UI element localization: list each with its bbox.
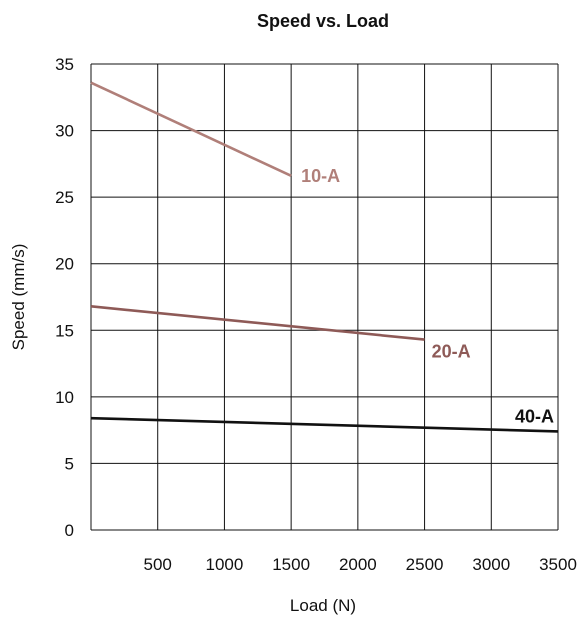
series-lines <box>90 81 559 433</box>
y-axis-label: Speed (mm/s) <box>9 244 28 351</box>
x-tick-label: 2000 <box>339 555 377 574</box>
y-axis-ticks: 0 5 10 15 20 25 30 35 <box>55 55 74 540</box>
x-axis-ticks: 500 1000 1500 2000 2500 3000 3500 <box>144 555 577 574</box>
x-tick-label: 500 <box>144 555 172 574</box>
series-labels: 10-A 20-A 40-A <box>301 166 554 427</box>
y-tick-label: 25 <box>55 188 74 207</box>
series-label-20-a: 20-A <box>432 342 471 362</box>
x-tick-label: 2500 <box>406 555 444 574</box>
series-line-10-a <box>90 81 292 178</box>
chart-title: Speed vs. Load <box>257 11 389 31</box>
x-tick-label: 3000 <box>472 555 510 574</box>
y-tick-label: 0 <box>65 521 74 540</box>
y-tick-label: 35 <box>55 55 74 74</box>
x-tick-label: 1500 <box>272 555 310 574</box>
y-tick-label: 5 <box>65 454 74 473</box>
x-tick-label: 1000 <box>206 555 244 574</box>
y-tick-label: 10 <box>55 388 74 407</box>
x-axis-label: Load (N) <box>290 596 356 615</box>
grid <box>90 63 559 531</box>
y-tick-label: 15 <box>55 321 74 340</box>
x-tick-label: 3500 <box>539 555 577 574</box>
series-line-20-a <box>90 305 425 341</box>
y-tick-label: 30 <box>55 122 74 141</box>
series-label-40-a: 40-A <box>515 406 554 426</box>
series-line-40-a <box>90 416 559 433</box>
series-label-10-a: 10-A <box>301 166 340 186</box>
y-tick-label: 20 <box>55 255 74 274</box>
